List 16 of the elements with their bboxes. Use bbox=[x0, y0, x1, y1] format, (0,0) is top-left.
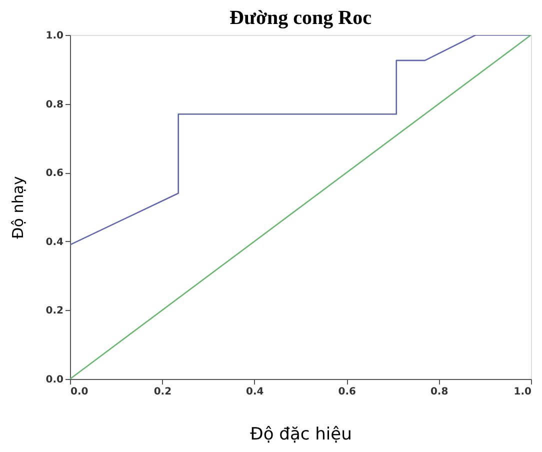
y-axis-title: Độ nhạy bbox=[8, 176, 27, 239]
x-tick-label: 1.0 bbox=[514, 386, 532, 398]
x-tick-label: 0.0 bbox=[70, 386, 88, 398]
x-tick-label: 0.2 bbox=[154, 386, 172, 398]
y-tick-label: 0.6 bbox=[46, 168, 64, 180]
y-tick-label: 0.0 bbox=[46, 374, 64, 386]
x-tick-label: 0.6 bbox=[338, 386, 356, 398]
x-axis-title: Độ đặc hiệu bbox=[250, 424, 352, 444]
y-tick-label: 0.2 bbox=[46, 306, 64, 317]
y-tick-label: 1.0 bbox=[46, 30, 64, 42]
y-tick-label: 0.4 bbox=[46, 236, 64, 248]
x-tick-label: 0.4 bbox=[246, 386, 264, 398]
line-series bbox=[70, 35, 531, 246]
y-tick-label: 0.8 bbox=[46, 99, 64, 110]
x-tick-label: 0.8 bbox=[430, 386, 448, 398]
chart-title: Đường cong Roc bbox=[230, 7, 372, 29]
